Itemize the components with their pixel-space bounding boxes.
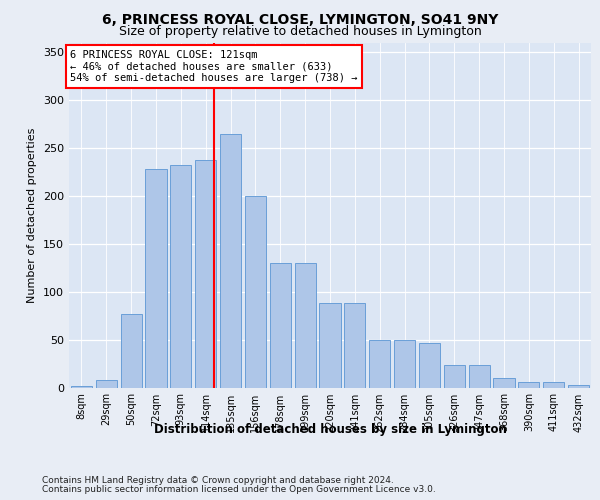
- Bar: [444, 364, 465, 388]
- Bar: [344, 303, 365, 388]
- Bar: [96, 380, 117, 388]
- Bar: [419, 344, 440, 388]
- Bar: [394, 340, 415, 388]
- Bar: [319, 303, 341, 388]
- Bar: [145, 169, 167, 388]
- Text: 6 PRINCESS ROYAL CLOSE: 121sqm
← 46% of detached houses are smaller (633)
54% of: 6 PRINCESS ROYAL CLOSE: 121sqm ← 46% of …: [70, 50, 358, 84]
- Bar: [71, 386, 92, 388]
- Bar: [568, 384, 589, 388]
- Bar: [295, 263, 316, 388]
- Bar: [469, 364, 490, 388]
- Bar: [195, 160, 216, 388]
- Text: Distribution of detached houses by size in Lymington: Distribution of detached houses by size …: [154, 422, 506, 436]
- Bar: [493, 378, 515, 388]
- Bar: [518, 382, 539, 388]
- Text: Contains HM Land Registry data © Crown copyright and database right 2024.: Contains HM Land Registry data © Crown c…: [42, 476, 394, 485]
- Bar: [270, 263, 291, 388]
- Bar: [245, 196, 266, 388]
- Text: Size of property relative to detached houses in Lymington: Size of property relative to detached ho…: [119, 25, 481, 38]
- Bar: [170, 165, 191, 388]
- Text: 6, PRINCESS ROYAL CLOSE, LYMINGTON, SO41 9NY: 6, PRINCESS ROYAL CLOSE, LYMINGTON, SO41…: [102, 12, 498, 26]
- Y-axis label: Number of detached properties: Number of detached properties: [28, 128, 37, 302]
- Bar: [220, 134, 241, 388]
- Text: Contains public sector information licensed under the Open Government Licence v3: Contains public sector information licen…: [42, 484, 436, 494]
- Bar: [121, 314, 142, 388]
- Bar: [369, 340, 390, 388]
- Bar: [543, 382, 564, 388]
